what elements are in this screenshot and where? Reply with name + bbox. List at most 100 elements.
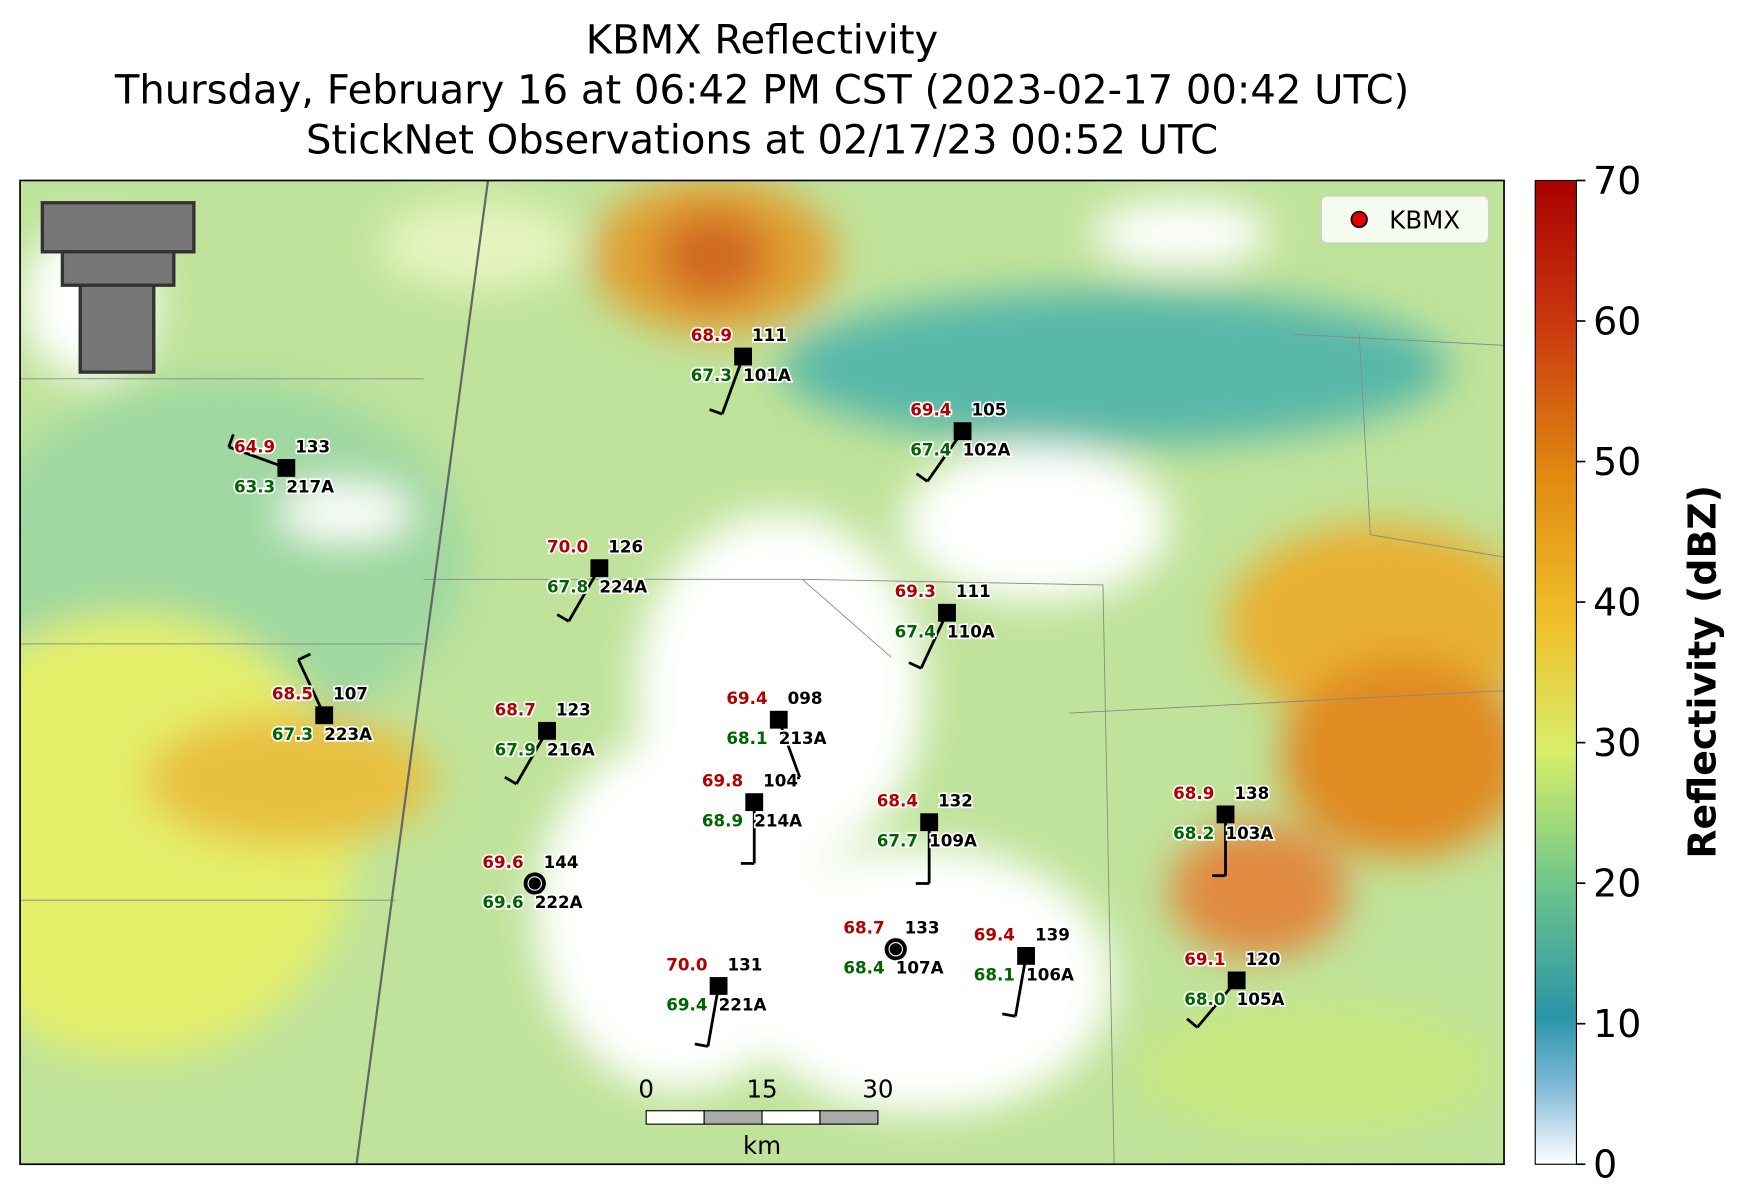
temperature: 68.9: [1173, 783, 1214, 803]
pressure: 107: [333, 684, 368, 704]
colorbar-tick-label: 0: [1593, 1143, 1617, 1187]
wind-barb-flag: [227, 433, 235, 448]
temperature: 69.4: [910, 400, 951, 420]
pressure: 133: [295, 436, 330, 456]
station-marker: [709, 977, 728, 995]
temperature: 68.7: [495, 699, 536, 719]
station-id: 106A: [1026, 964, 1074, 984]
temperature: 68.7: [843, 918, 884, 938]
temperature: 68.9: [691, 325, 732, 345]
scale-segment: [703, 1110, 763, 1125]
logo: [40, 201, 196, 374]
station-id: 223A: [324, 724, 372, 744]
dewpoint: 63.3: [234, 476, 275, 496]
pressure: 131: [728, 954, 763, 974]
pressure: 144: [544, 852, 579, 872]
station-id: 105A: [1237, 989, 1285, 1009]
wind-barb-flag: [297, 652, 312, 661]
wind-barb: [720, 356, 745, 415]
dewpoint: 68.0: [1184, 989, 1225, 1009]
station-id: 213A: [779, 728, 827, 748]
station-marker: [315, 706, 334, 725]
colorbar: [1534, 179, 1578, 1165]
temperature: 69.8: [702, 771, 743, 791]
wind-barb: [777, 719, 802, 778]
station-marker: [590, 559, 609, 578]
calm-marker: [884, 938, 907, 961]
temperature: 68.5: [272, 684, 313, 704]
station-id: 107A: [896, 958, 944, 978]
pressure: 132: [938, 791, 973, 811]
station-id: 110A: [947, 621, 995, 641]
pressure: 123: [556, 699, 591, 719]
dewpoint: 67.9: [495, 739, 536, 759]
scale-segment: [819, 1110, 879, 1125]
station-id: 221A: [719, 994, 767, 1014]
wind-barb-flag: [1186, 1017, 1199, 1029]
colorbar-tick-label: 20: [1593, 862, 1641, 906]
calm-marker: [523, 872, 546, 895]
scale-tick-label: 30: [862, 1074, 893, 1103]
dewpoint: 68.9: [702, 811, 743, 831]
pressure: 126: [608, 537, 643, 557]
pressure: 098: [788, 688, 823, 708]
station-id: 101A: [743, 365, 791, 385]
station-id: 214A: [754, 811, 802, 831]
colorbar-tick-label: 40: [1593, 580, 1641, 624]
wind-barb-flag: [915, 472, 929, 483]
wind-barb-flag: [504, 776, 518, 786]
scale-bar: 0 15 30 km: [638, 1074, 893, 1160]
station-marker: [920, 813, 939, 832]
temperature: 69.1: [1184, 949, 1225, 969]
wind-barb: [919, 612, 949, 669]
temperature: 69.3: [895, 581, 936, 601]
title-line: Thursday, February 16 at 06:42 PM CST (2…: [114, 68, 1409, 114]
dewpoint: 67.3: [272, 724, 313, 744]
wind-barb-flag: [709, 408, 723, 416]
scale-tick-label: 0: [638, 1074, 654, 1103]
dewpoint: 68.2: [1173, 823, 1214, 843]
colorbar-tick-label: 60: [1593, 299, 1641, 343]
dewpoint: 68.1: [726, 728, 767, 748]
station-marker: [953, 422, 972, 441]
temperature: 69.4: [726, 688, 767, 708]
pressure: 111: [752, 325, 787, 345]
dewpoint: 67.4: [895, 621, 936, 641]
pressure: 104: [763, 771, 798, 791]
wind-barb-flag: [694, 1042, 709, 1048]
station-id: 109A: [929, 831, 977, 851]
dewpoint: 67.8: [547, 577, 588, 597]
station-marker: [1216, 805, 1235, 824]
station-marker: [734, 347, 753, 366]
temperature: 68.4: [877, 791, 918, 811]
colorbar-label: Reflectivity (dBZ): [1681, 485, 1725, 859]
colorbar-tick-label: 10: [1593, 1002, 1641, 1046]
station-marker: [769, 710, 788, 729]
station-id: 222A: [535, 892, 583, 912]
colorbar-ticks: 0 10 20 30 40 50 60 70: [1576, 159, 1641, 1187]
dewpoint: 69.6: [482, 892, 523, 912]
pressure: 138: [1234, 783, 1269, 803]
station-id: 224A: [599, 577, 647, 597]
dewpoint: 69.4: [666, 994, 707, 1014]
title-line: KBMX Reflectivity: [586, 17, 938, 63]
wind-barb-flag: [1002, 1012, 1016, 1018]
dewpoint: 68.4: [843, 958, 884, 978]
calm-ring: [527, 876, 543, 891]
pressure: 139: [1035, 924, 1070, 944]
scale-segment: [761, 1110, 821, 1125]
station-id: 103A: [1226, 823, 1274, 843]
station-id: 216A: [547, 739, 595, 759]
scale-segment: [645, 1110, 705, 1125]
dewpoint: 67.7: [877, 831, 918, 851]
scale-unit: km: [743, 1131, 781, 1160]
station-marker: [1017, 946, 1036, 965]
stations: 68.9 111 67.3 101A 69.4 105 67.4 102A 64.9 133 63.…: [227, 323, 1286, 1048]
wind-barb: [228, 445, 287, 470]
temperature: 69.6: [482, 852, 523, 872]
wind-barb: [706, 985, 720, 1047]
legend: KBMX: [1320, 195, 1489, 244]
dewpoint: 67.4: [910, 440, 951, 460]
colorbar-tick-label: 30: [1593, 721, 1641, 765]
